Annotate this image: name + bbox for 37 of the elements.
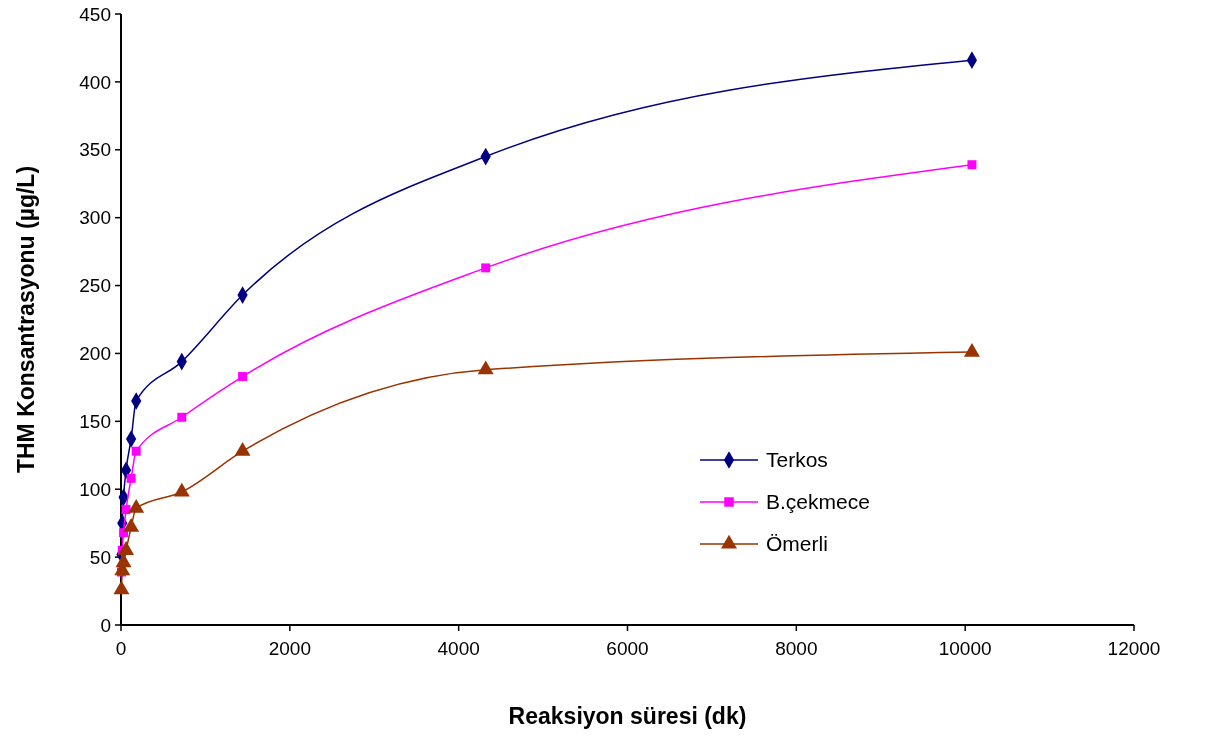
x-tick-label: 2000 (268, 638, 311, 659)
point (113, 580, 130, 595)
point (115, 553, 132, 568)
legend-label: Ömerli (766, 532, 828, 556)
y-tick-label: 50 (89, 546, 111, 568)
point (128, 499, 145, 513)
x-tick-label: 0 (115, 638, 127, 659)
y-tick-label: 0 (100, 614, 111, 636)
point (967, 160, 977, 170)
x-tick-label: 12000 (1107, 638, 1161, 659)
point (477, 360, 494, 375)
point (131, 446, 141, 456)
point (173, 482, 190, 497)
point (118, 541, 135, 555)
legend-label: Terkos (766, 448, 828, 472)
point (481, 263, 491, 273)
y-tick-label: 100 (79, 478, 111, 500)
y-tick-label: 200 (79, 343, 111, 365)
x-axis-title: Reaksiyon süresi (dk) (508, 703, 747, 729)
x-tick-label: 8000 (775, 638, 818, 659)
y-tick-label: 400 (79, 71, 111, 93)
point (234, 442, 251, 456)
y-tick-label: 250 (79, 275, 111, 297)
y-tick-label: 150 (79, 410, 111, 432)
y-tick-label: 450 (79, 3, 111, 25)
y-axis-title: THM Konsantrasyonu (µg/L) (13, 165, 39, 474)
point (121, 505, 131, 515)
y-tick-label: 350 (79, 139, 111, 161)
point (238, 372, 248, 381)
legend-label: B.çekmece (766, 490, 870, 514)
point (126, 473, 136, 483)
point (123, 518, 140, 532)
x-tick-label: 4000 (437, 638, 480, 659)
x-tick-label: 6000 (606, 638, 649, 659)
x-tick-label: 10000 (938, 638, 992, 659)
y-tick-label: 300 (79, 207, 111, 229)
point (177, 412, 187, 422)
